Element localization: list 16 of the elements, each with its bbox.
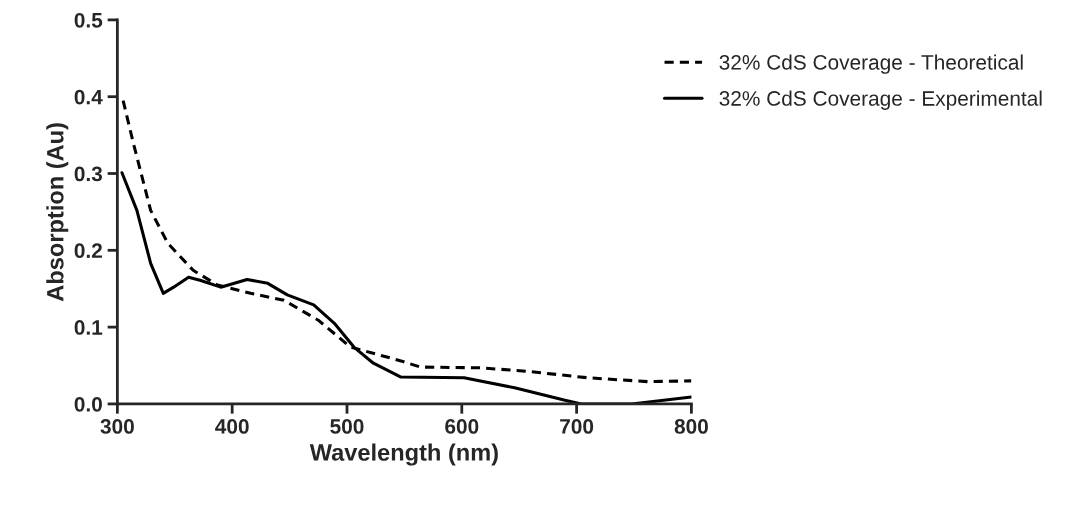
y-tick-label: 0.4 <box>74 89 103 105</box>
y-tick-label: 0.5 <box>74 12 103 28</box>
legend-label: 32% CdS Coverage - Experimental <box>719 90 1042 110</box>
y-tick-label: 0.3 <box>74 166 103 182</box>
y-axis-title: Absorption (Au) <box>46 123 69 302</box>
x-tick-label: 600 <box>445 419 479 434</box>
x-axis-title: Wavelength (nm) <box>309 443 498 466</box>
y-tick-label: 0.0 <box>74 396 102 412</box>
x-tick-label: 700 <box>560 419 594 434</box>
x-tick-label: 300 <box>100 419 134 434</box>
legend-label: 32% CdS Coverage - Theoretical <box>719 54 1023 74</box>
x-tick-label: 400 <box>215 419 249 434</box>
x-tick-label: 500 <box>330 419 364 434</box>
x-tick-label: 800 <box>674 419 708 434</box>
y-tick-label: 0.2 <box>74 243 102 259</box>
y-tick-label: 0.1 <box>74 320 103 335</box>
